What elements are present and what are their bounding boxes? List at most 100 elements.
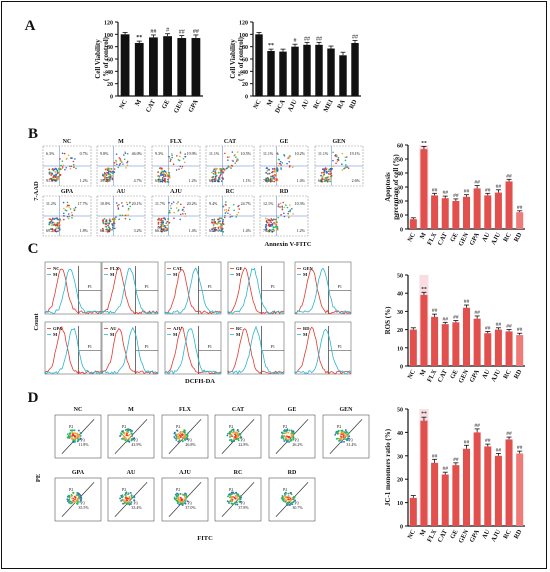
bar-FLX <box>431 316 439 366</box>
event-dot <box>70 211 73 214</box>
event-dot <box>235 216 237 218</box>
bar-GE <box>452 465 460 526</box>
event-dot <box>329 171 332 174</box>
event-dot <box>124 492 127 494</box>
event-dot <box>111 172 114 175</box>
significance-mark: ## <box>432 308 438 314</box>
bar-AJU <box>494 192 502 229</box>
event-dot <box>223 169 226 171</box>
event-dot <box>48 223 51 226</box>
event-dot <box>181 165 184 168</box>
event-dot <box>124 152 127 155</box>
event-dot <box>230 167 232 169</box>
event-dot <box>231 215 233 218</box>
event-dot <box>289 209 291 212</box>
event-dot <box>267 178 270 181</box>
event-dot <box>266 230 269 233</box>
bar-GPA <box>473 318 481 366</box>
x-category-label: CAT <box>145 98 158 114</box>
event-dot <box>69 432 71 435</box>
y-tick-label: 20 <box>397 478 403 484</box>
plot-frame <box>227 321 285 375</box>
event-dot <box>280 168 282 171</box>
event-dot <box>184 500 187 503</box>
gate-label: P3 <box>294 501 298 506</box>
event-dot <box>164 175 167 177</box>
event-dot <box>64 209 67 211</box>
event-dot <box>213 230 215 233</box>
event-dot <box>108 222 111 225</box>
event-dot <box>122 502 124 505</box>
event-dot <box>183 434 186 436</box>
event-dot <box>345 156 348 158</box>
event-dot <box>59 219 62 222</box>
event-dot <box>117 208 120 210</box>
event-dot <box>179 151 182 153</box>
event-dot <box>157 175 159 178</box>
event-dot <box>117 166 120 169</box>
event-dot <box>58 226 61 228</box>
event-dot <box>292 496 295 498</box>
event-dot <box>281 162 284 164</box>
event-dot <box>121 202 123 204</box>
event-dot <box>166 224 169 227</box>
plot-title: CAT <box>224 139 236 145</box>
plot-title: GEN <box>332 139 346 145</box>
event-dot <box>129 502 131 505</box>
event-dot <box>78 495 81 498</box>
event-dot <box>217 171 220 174</box>
event-dot <box>162 170 165 173</box>
event-dot <box>130 494 133 497</box>
event-dot <box>156 218 159 221</box>
event-dot <box>129 491 132 494</box>
event-dot <box>337 156 340 159</box>
event-dot <box>65 166 67 169</box>
event-dot <box>218 229 221 232</box>
x-category-label: NC <box>118 98 129 110</box>
event-dot <box>329 175 332 178</box>
event-dot <box>165 172 168 174</box>
event-dot <box>276 162 278 165</box>
event-dot <box>220 180 223 183</box>
event-dot <box>281 205 283 208</box>
x-category-label: GPA <box>469 528 482 543</box>
event-dot <box>182 213 184 215</box>
event-dot <box>236 434 239 437</box>
gate-label: P3 <box>294 438 298 443</box>
event-dot <box>68 496 71 499</box>
legend-text: M <box>173 332 178 337</box>
event-dot <box>104 168 107 171</box>
event-dot <box>321 168 324 171</box>
event-dot <box>276 179 279 182</box>
bar-M <box>420 420 428 526</box>
quadrant-pct: 64.5% <box>209 228 220 233</box>
event-dot <box>346 166 349 168</box>
event-dot <box>218 168 221 170</box>
event-dot <box>68 215 70 218</box>
event-dot <box>168 174 171 177</box>
event-dot <box>266 176 269 179</box>
event-dot <box>121 433 123 436</box>
event-dot <box>130 432 133 435</box>
event-dot <box>221 171 224 174</box>
legend-text: GPA <box>53 326 63 331</box>
event-dot <box>233 492 235 495</box>
significance-mark: ## <box>506 324 512 330</box>
event-dot <box>231 431 234 434</box>
significance-mark: # <box>166 28 169 34</box>
significance-mark: ## <box>304 36 310 42</box>
event-dot <box>290 501 293 504</box>
bar-MEI <box>327 48 335 96</box>
event-dot <box>127 493 129 496</box>
event-dot <box>229 439 231 442</box>
event-dot <box>266 218 269 221</box>
event-dot <box>181 504 184 506</box>
x-category-label: GEN <box>457 231 470 247</box>
event-dot <box>74 432 76 435</box>
event-dot <box>59 168 61 171</box>
event-dot <box>288 160 291 163</box>
event-dot <box>268 221 270 223</box>
